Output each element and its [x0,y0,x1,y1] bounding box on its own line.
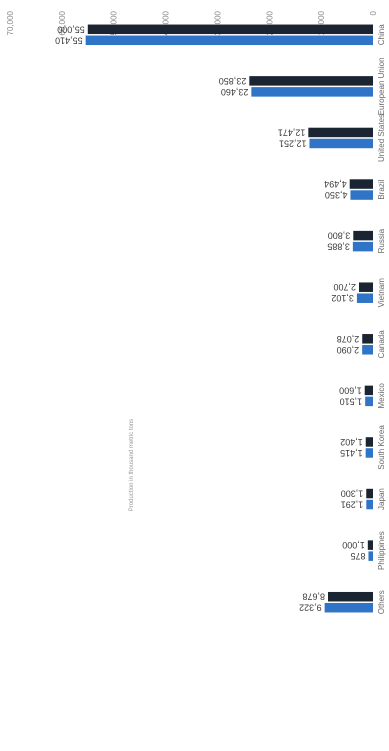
bar [365,396,374,407]
tick-label: 10,000 [317,10,326,35]
tick-label: 30,000 [213,10,222,35]
data-label: 12,251 [279,138,307,148]
data-label: 1,600 [339,385,362,395]
tick-label: 20,000 [265,10,274,35]
bar [368,551,373,561]
category-label: European Union [377,57,386,115]
data-label: 4,494 [324,179,347,189]
bar [362,334,374,344]
tick-label: 70,000 [6,10,15,35]
bar [251,87,373,97]
data-label: 9,322 [299,603,322,613]
category-label: South Korea [377,425,386,470]
tick-label: 60,000 [58,10,67,35]
bar [365,437,373,447]
data-label: 3,800 [328,231,351,241]
tick-label: 0 [369,10,378,15]
category-label: Mexico [377,383,386,409]
tick-label: 40,000 [162,10,171,35]
category-label: Japan [377,488,386,510]
data-label: 2,078 [337,334,360,344]
bar [309,138,374,149]
bar [249,76,373,86]
data-label: 3,102 [331,293,354,303]
data-label: 1,402 [340,437,363,447]
bar [87,24,374,35]
bars [85,24,374,613]
bar [352,241,373,252]
bar [308,127,373,138]
data-label: 2,090 [337,345,360,355]
category-label: Brazil [377,179,386,199]
bar [362,345,374,355]
data-label: 55,000 [57,24,85,34]
data-label: 1,291 [341,500,364,510]
y-axis-label: Production in thousand metric tons [129,419,135,511]
bar [350,190,373,200]
data-label: 1,300 [341,489,364,499]
bar [356,293,373,303]
bar [349,179,374,189]
data-label: 2,700 [333,282,356,292]
data-label: 55,410 [55,35,83,45]
data-label: 1,000 [342,540,365,550]
bar [324,602,374,613]
data-label: 1,415 [340,448,363,458]
category-label: Canada [377,330,386,359]
bar [366,488,374,499]
data-label: 12,471 [278,127,306,137]
category-label: Russia [377,228,386,253]
bar [364,385,373,396]
category-label: Others [377,590,386,614]
data-label: 23,850 [219,76,247,86]
data-label: 3,885 [327,242,350,252]
data-label: 1,510 [340,396,363,406]
bar [358,282,373,292]
y-axis-ticks: 0 10,000 20,000 30,000 40,000 50,000 60,000 70,… [6,10,378,35]
tick-label: 50,000 [110,10,119,35]
data-label: 23,460 [221,87,249,97]
data-label: 8,678 [302,592,325,602]
category-label: China [377,24,386,45]
data-label: 875 [350,551,365,561]
data-label: 4,350 [325,190,348,200]
category-label: Vietnam [377,278,386,308]
bar [365,448,373,458]
bar [366,499,373,510]
bar [327,591,374,602]
category-label: Philippines [377,531,386,570]
bar [353,230,373,241]
bar [367,540,374,550]
bar [85,35,373,46]
category-label: United States [377,114,386,162]
